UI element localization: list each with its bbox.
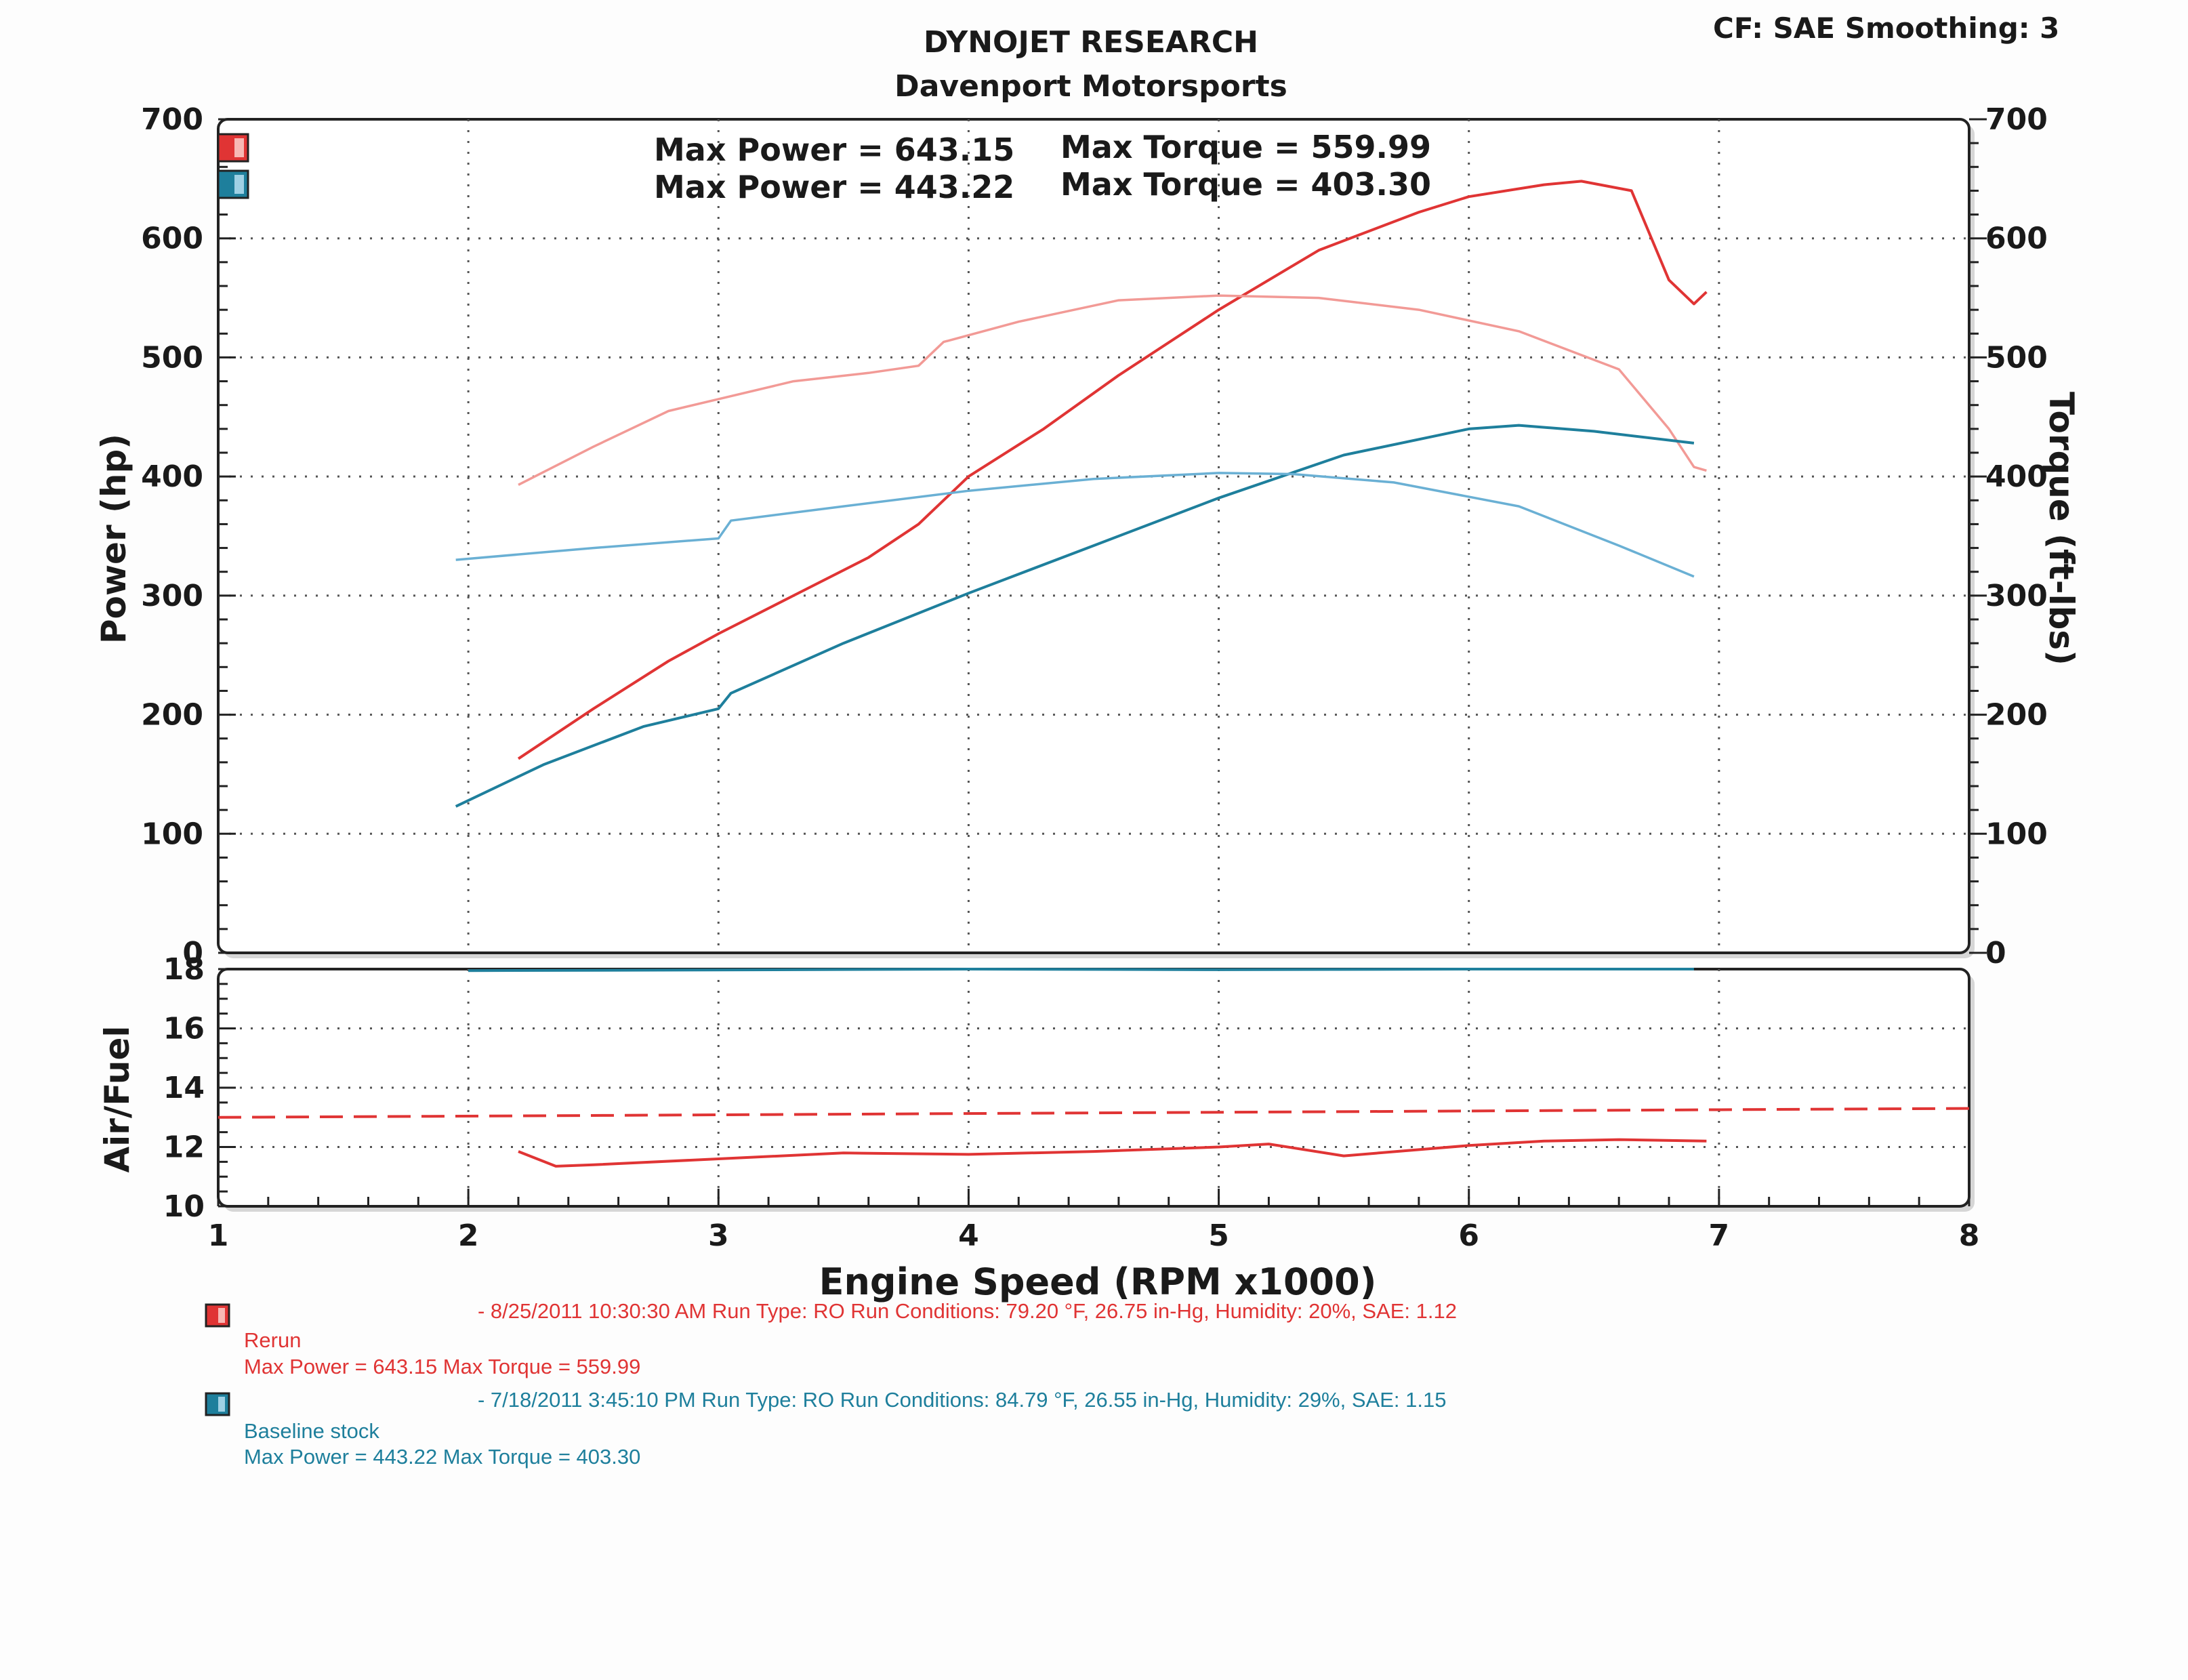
afr-series (218, 968, 1970, 1168)
rpm-tick-label: 6 (1458, 1218, 1479, 1253)
afr-tick-label: 10 (163, 1189, 205, 1224)
rpm-axis-label: Engine Speed (RPM x1000) (819, 1261, 1377, 1303)
company-title: DYNOJET RESEARCH (924, 25, 1258, 60)
main-series (455, 180, 1708, 808)
legend-rerun-name: Rerun (244, 1328, 301, 1352)
power-tick-label: 0 (182, 936, 203, 970)
summary-baseline-torque: Max Torque = 403.30 (1060, 166, 1431, 203)
afr-tick-labels: 10 12 14 16 18 (163, 952, 205, 1224)
main-plot-frame (217, 118, 1970, 954)
baseline-power-line (455, 424, 1695, 808)
legend: - 8/25/2011 10:30:30 AM Run Type: RO Run… (205, 1299, 1457, 1469)
corner-info: CF: SAE Smoothing: 3 (1713, 12, 2059, 45)
legend-rerun-summary: Max Power = 643.15 Max Torque = 559.99 (244, 1355, 640, 1378)
power-tick-label: 100 (141, 817, 203, 851)
torque-tick-label: 700 (1985, 102, 2048, 137)
power-tick-label: 500 (141, 340, 203, 375)
afr-tick-label: 14 (163, 1071, 205, 1105)
shop-title: Davenport Motorsports (894, 69, 1287, 104)
summary-baseline-power: Max Power = 443.22 (654, 169, 1014, 205)
legend-rerun-swatch (205, 1303, 230, 1328)
torque-tick-label: 300 (1985, 579, 2048, 613)
rpm-tick-label: 4 (958, 1218, 979, 1253)
baseline-torque-line (455, 472, 1695, 578)
afr-tick-label: 12 (163, 1130, 205, 1165)
main-grid (218, 119, 1969, 953)
power-tick-label: 200 (141, 698, 203, 733)
summary-rerun-torque: Max Torque = 559.99 (1060, 129, 1431, 165)
summary-rerun-power: Max Power = 643.15 (654, 131, 1014, 168)
torque-tick-label: 200 (1985, 698, 2048, 733)
main-plot: 0 100 200 300 400 500 600 700 0 100 200 300 400 500 6… (141, 102, 2048, 970)
torque-tick-label: 500 (1985, 340, 2048, 375)
power-axis-label: Power (hp) (94, 434, 133, 644)
afr-plot-frame (217, 968, 1970, 1208)
rpm-tick-label: 3 (708, 1218, 729, 1253)
legend-rerun-swatch-shine (218, 1308, 225, 1323)
rpm-tick-label: 5 (1208, 1218, 1229, 1253)
rpm-tick-label: 2 (458, 1218, 479, 1253)
legend-baseline-summary: Max Power = 443.22 Max Torque = 403.30 (244, 1445, 640, 1469)
legend-baseline-name: Baseline stock (244, 1419, 379, 1443)
torque-tick-label: 100 (1985, 817, 2048, 851)
plot-summary: Max Power = 643.15 Max Torque = 559.99 M… (217, 129, 1431, 205)
torque-axis-label: Torque (ft-lbs) (2042, 392, 2081, 665)
rerun-afr-line (518, 1138, 1707, 1168)
power-tick-labels: 0 100 200 300 400 500 600 700 (141, 102, 203, 970)
legend-rerun-info: - 8/25/2011 10:30:30 AM Run Type: RO Run… (478, 1299, 1457, 1323)
torque-tick-label: 600 (1985, 222, 2048, 256)
legend-baseline-swatch (205, 1392, 230, 1416)
baseline-afr-line (468, 968, 1694, 972)
baseline-swatch-shine (234, 175, 244, 194)
afr-tick-label: 18 (163, 952, 205, 987)
legend-baseline-info: - 7/18/2011 3:45:10 PM Run Type: RO Run … (478, 1388, 1446, 1412)
rpm-tick-label: 8 (1959, 1218, 1980, 1253)
rerun-torque-line (518, 294, 1707, 486)
legend-baseline-swatch-shine (218, 1397, 225, 1412)
rpm-tick-labels: 1 2 3 4 5 6 7 8 (208, 1218, 1980, 1253)
torque-tick-label: 400 (1985, 459, 2048, 494)
main-tick-marks (218, 118, 1987, 954)
afr-tick-marks (217, 968, 1970, 1208)
rerun-power-line (517, 180, 1708, 760)
power-tick-label: 300 (141, 579, 203, 613)
afr-tick-label: 16 (163, 1012, 205, 1046)
power-tick-label: 400 (141, 459, 203, 494)
rpm-tick-label: 1 (208, 1218, 229, 1253)
afr-axis-label: Air/Fuel (98, 1025, 137, 1172)
rerun-afr-target-line (218, 1107, 1970, 1119)
rpm-tick-label: 7 (1709, 1218, 1730, 1253)
power-tick-label: 600 (141, 222, 203, 256)
torque-tick-label: 0 (1985, 936, 2006, 970)
torque-tick-labels: 0 100 200 300 400 500 600 700 (1985, 102, 2048, 970)
power-tick-label: 700 (141, 102, 203, 137)
rerun-swatch-shine (234, 138, 244, 157)
